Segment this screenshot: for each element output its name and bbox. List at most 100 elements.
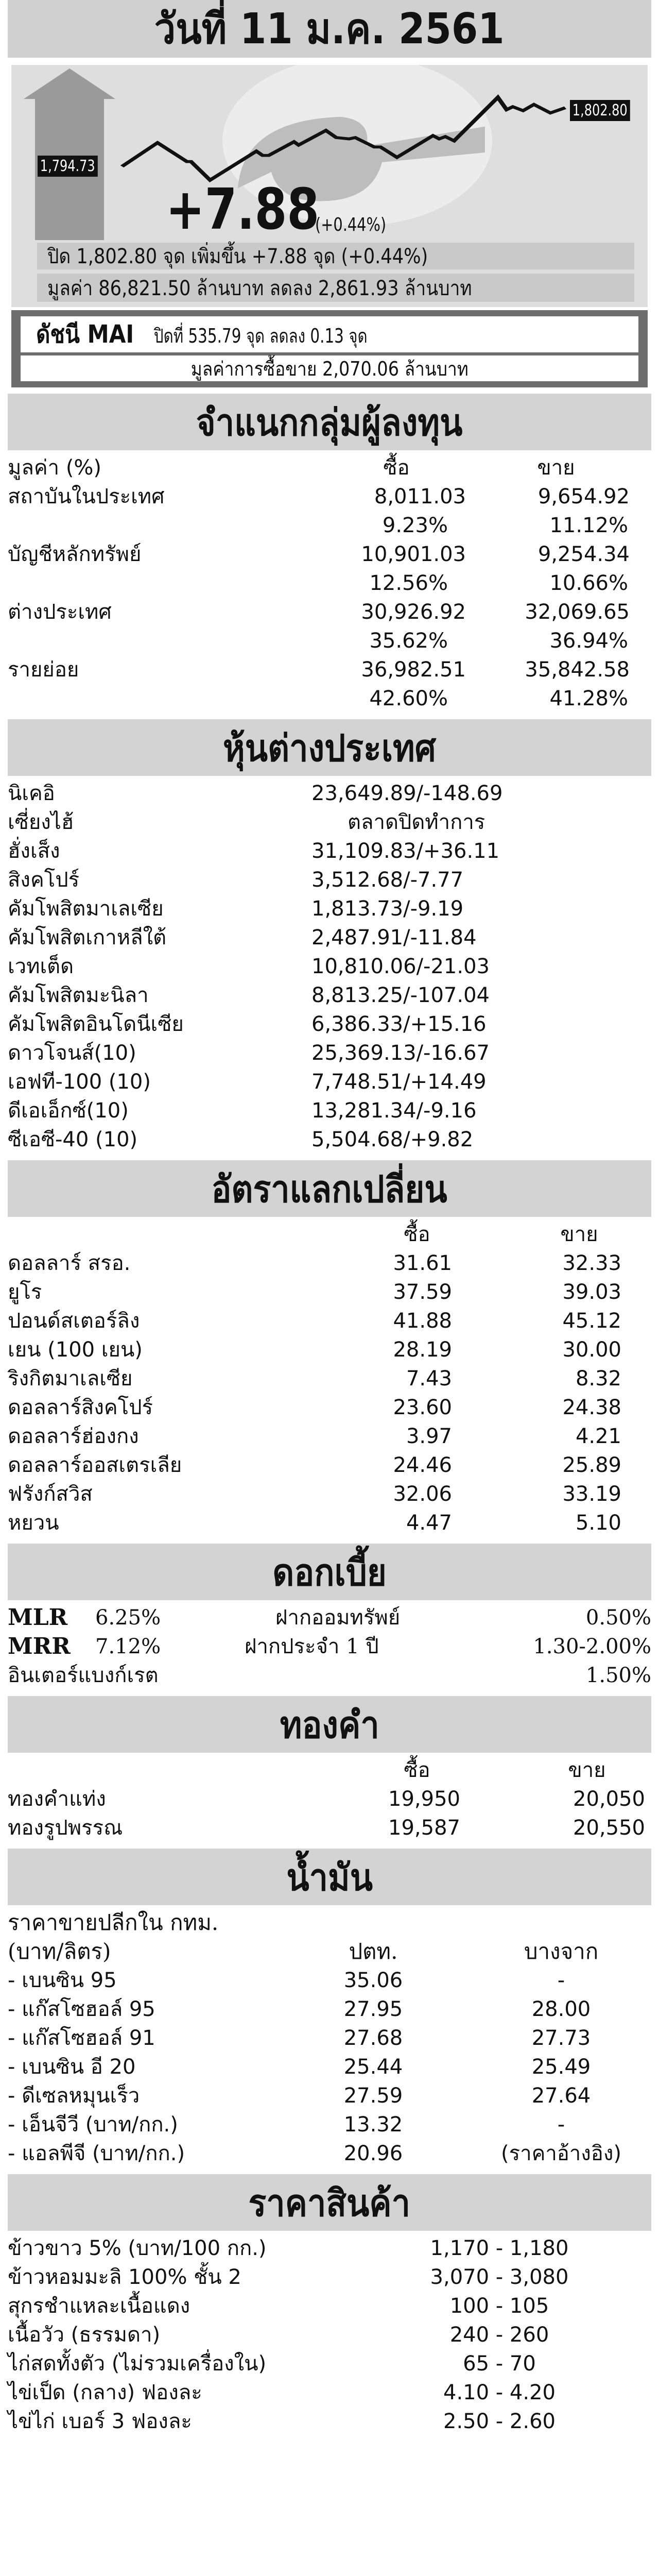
sell-value: 35,842.58 — [525, 658, 630, 682]
fuel-label: - เอ็นจีวี (บาท/กก.) — [8, 2113, 178, 2137]
col-sell: ขาย — [537, 456, 575, 480]
oil-intro: ราคาขายปลีกใน กทม. — [8, 1910, 219, 1935]
buy-rate: 28.19 — [393, 1338, 452, 1362]
investor-label: รายย่อย — [8, 658, 79, 682]
index-value: มูลค่า 86,821.50 ล้านบาท ลดลง 2,861.93 ล… — [47, 276, 472, 300]
commodity-row: สุกรชำแหละเนื้อแดง 100 - 105 — [8, 2292, 651, 2320]
ptt-price: 35.06 — [343, 1969, 403, 1992]
mai-close: ปิดที่ 535.79 จุด ลดลง 0.13 จุด — [154, 325, 368, 347]
exchange-row: ฟรังก์สวิส 32.06 33.19 — [8, 1480, 651, 1509]
interest-rows: MLR 6.25% ฝากออมทรัพย์ 0.50% MRR 7.12% ฝากประจ… — [8, 1600, 651, 1690]
gold-row: ทองรูปพรรณ 19,587 20,550 — [8, 1814, 651, 1842]
stock-label: คัมโพสิตมะนิลา — [8, 984, 149, 1007]
buy-value: 36,982.51 — [361, 658, 466, 682]
sell-rate: 45.12 — [562, 1309, 621, 1333]
investor-row: บัญชีหลักทรัพย์ 10,901.03 9,254.34 — [8, 540, 651, 569]
section-title: ราคาสินค้า — [248, 2181, 411, 2225]
bcp-price: (ราคาอ้างอิง) — [501, 2142, 621, 2165]
rate-value: 6.25% — [95, 1606, 161, 1630]
fuel-label: - แอลพีจี (บาท/กก.) — [8, 2142, 185, 2165]
commodity-row: ไข่เป็ด (กลาง) ฟองละ 4.10 - 4.20 — [8, 2378, 651, 2407]
open-index-label: 1,794.73 — [38, 156, 98, 177]
investors-section: มูลค่า (%) ซื้อ ขาย สถาบันในประเทศ 8,011.… — [8, 450, 651, 713]
foreign-stock-row: ฮั่งเส็ง 31,109.83/+36.11 — [8, 837, 651, 866]
buy-rate: 7.43 — [406, 1367, 452, 1391]
commodity-label: ข้าวขาว 5% (บาท/100 กก.) — [8, 2236, 267, 2260]
currency-label: ดอลลาร์ฮ่องกง — [8, 1425, 139, 1448]
foreign-stock-row: เซี่ยงไฮ้ ตลาดปิดทำการ — [8, 808, 651, 837]
col-sell: ขาย — [568, 1758, 606, 1782]
exchange-rows: ดอลลาร์ สรอ. 31.61 32.33 ยูโร 37.59 39.03 ปอนด… — [8, 1249, 651, 1537]
exchange-row: ยูโร 37.59 39.03 — [8, 1278, 651, 1307]
foreign-stock-row: ดีเอเอ็กซ์(10) 13,281.34/-9.16 — [8, 1096, 651, 1125]
investor-pct-row: 9.23% 11.12% — [8, 511, 651, 540]
col-buy: ซื้อ — [404, 1223, 430, 1246]
stock-value: 10,810.06/-21.03 — [311, 955, 490, 978]
sell-value: 32,069.65 — [525, 600, 630, 624]
col-buy: ซื้อ — [383, 456, 410, 480]
oil-row: - แก๊สโซฮอล์ 95 27.95 28.00 — [8, 1995, 651, 2024]
commodity-price: 100 - 105 — [449, 2294, 549, 2318]
date-title: วันที่ 11 ม.ค. 2561 — [154, 5, 505, 54]
ptt-price: 27.95 — [343, 1997, 403, 2021]
oil-row: - แก๊สโซฮอล์ 91 27.68 27.73 — [8, 2024, 651, 2053]
sell-rate: 24.38 — [562, 1396, 621, 1419]
commodity-price: 2.50 - 2.60 — [443, 2410, 556, 2433]
currency-label: ปอนด์สเตอร์ลิง — [8, 1309, 140, 1333]
bcp-price: - — [557, 1969, 565, 1992]
buy-rate: 24.46 — [393, 1453, 452, 1477]
up-arrow-icon — [24, 68, 115, 240]
section-commodities: ราคาสินค้า — [8, 2174, 651, 2231]
currency-label: หยวน — [8, 1511, 59, 1535]
ptt-price: 27.59 — [343, 2084, 403, 2108]
mai-line: ดัชนี MAI ปิดที่ 535.79 จุด ลดลง 0.13 จุ… — [21, 316, 638, 352]
rate-label-2: ฝากออมทรัพย์ — [275, 1606, 401, 1630]
interest-row: อินเตอร์แบงก์เรต 1.50% — [8, 1661, 651, 1690]
bcp-price: 27.64 — [531, 2084, 591, 2108]
gold-label: ทองรูปพรรณ — [8, 1816, 123, 1840]
sell-rate: 5.10 — [575, 1511, 621, 1535]
commodity-rows: ข้าวขาว 5% (บาท/100 กก.) 1,170 - 1,180 ข้า… — [8, 2231, 651, 2436]
rate-label: MRR — [8, 1633, 71, 1659]
sell-rate: 39.03 — [562, 1280, 621, 1304]
sell-value: 9,654.92 — [537, 485, 630, 509]
investor-row: สถาบันในประเทศ 8,011.03 9,654.92 — [8, 482, 651, 511]
stock-value: 6,386.33/+15.16 — [311, 1012, 487, 1036]
sell-rate: 25.89 — [562, 1453, 621, 1477]
foreign-stock-row: เวทเต็ด 10,810.06/-21.03 — [8, 952, 651, 981]
buy-rate: 37.59 — [393, 1280, 452, 1304]
stock-value: 2,487.91/-11.84 — [311, 926, 477, 950]
rate-label-2: ฝากประจำ 1 ปี — [245, 1635, 379, 1658]
ptt-price: 13.32 — [343, 2113, 403, 2137]
sell-rate: 33.19 — [562, 1482, 621, 1506]
buy-pct: 9.23% — [382, 514, 448, 537]
exchange-row: ปอนด์สเตอร์ลิง 41.88 45.12 — [8, 1307, 651, 1335]
exchange-row: ดอลลาร์ออสเตรเลีย 24.46 25.89 — [8, 1451, 651, 1480]
exchange-row: ดอลลาร์ฮ่องกง 3.97 4.21 — [8, 1422, 651, 1451]
investor-pct-row: 12.56% 10.66% — [8, 569, 651, 598]
mai-box: ดัชนี MAI ปิดที่ 535.79 จุด ลดลง 0.13 จุ… — [11, 310, 648, 387]
mai-value: มูลค่าการซื้อขาย 2,070.06 ล้านบาท — [190, 357, 469, 380]
section-title: น้ำมัน — [286, 1855, 373, 1899]
fuel-label: - แก๊สโซฮอล์ 91 — [8, 2026, 155, 2050]
rate-label: อินเตอร์แบงก์เรต — [8, 1664, 159, 1687]
buy-rate: 23.60 — [393, 1396, 452, 1419]
sell-pct: 10.66% — [549, 571, 628, 595]
page: วันที่ 11 ม.ค. 2561 1,794.73 1,802.80 +7… — [8, 0, 651, 2436]
close-index-label: 1,802.80 — [570, 100, 630, 121]
col-ptt: ปตท. — [349, 1939, 398, 1964]
bcp-price: 27.73 — [531, 2026, 591, 2050]
oil-row: - แอลพีจี (บาท/กก.) 20.96 (ราคาอ้างอิง) — [8, 2139, 651, 2168]
currency-label: ยูโร — [8, 1280, 42, 1304]
exchange-row: หยวน 4.47 5.10 — [8, 1509, 651, 1537]
date-title-band: วันที่ 11 ม.ค. 2561 — [8, 0, 651, 58]
rate-value-2: 1.30-2.00% — [533, 1635, 651, 1658]
col-bcp: บางจาก — [524, 1939, 599, 1964]
buy-price: 19,950 — [388, 1787, 460, 1811]
exchange-row: ริงกิตมาเลเซีย 7.43 8.32 — [8, 1364, 651, 1393]
rate-value-2: 1.50% — [585, 1664, 651, 1687]
currency-label: ดอลลาร์ออสเตรเลีย — [8, 1453, 182, 1477]
ptt-price: 20.96 — [343, 2142, 403, 2165]
buy-rate: 3.97 — [406, 1425, 452, 1448]
commodity-row: ไข่ไก่ เบอร์ 3 ฟองละ 2.50 - 2.60 — [8, 2407, 651, 2436]
